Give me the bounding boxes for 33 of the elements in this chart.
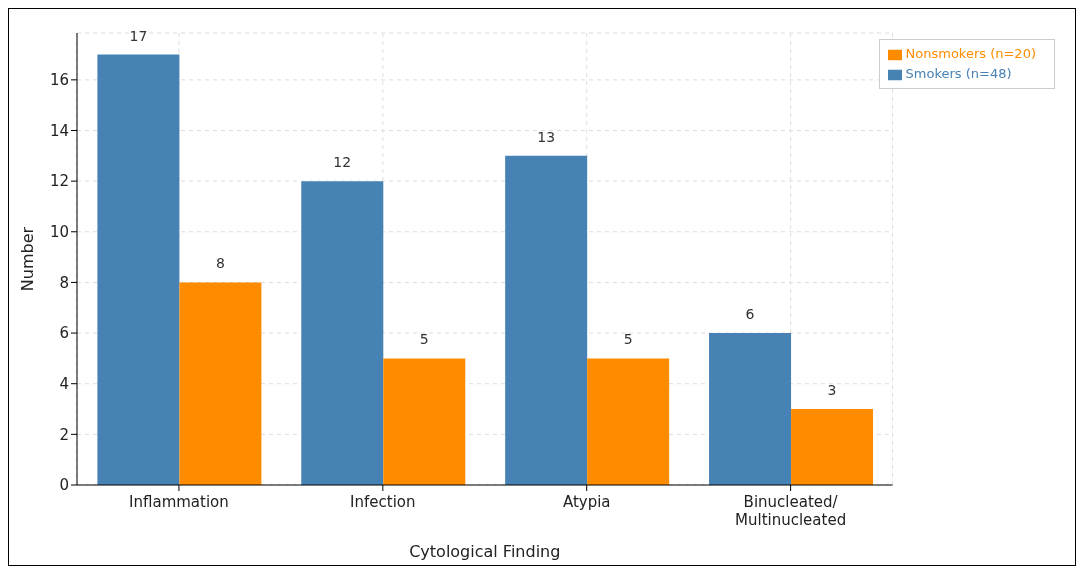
y-tick-label: 16 [49,71,69,90]
data-label: 13 [537,128,556,145]
data-label: 6 [745,306,755,323]
bar [505,155,588,485]
y-tick-label: 4 [59,375,69,394]
data-label: 17 [129,27,148,44]
y-tick-label: 2 [59,425,69,444]
data-label: 12 [333,154,352,171]
y-tick-label: 0 [59,476,69,495]
bar [179,282,262,485]
x-axis-title: Cytological Finding [409,542,561,561]
y-tick-label: 8 [59,273,69,292]
bar [791,409,874,485]
y-tick-label: 10 [49,223,69,242]
legend-label: Nonsmokers (n=20) [905,46,1036,61]
data-label: 3 [827,382,837,399]
x-tick-label: Infection [350,493,416,511]
legend-label: Smokers (n=48) [905,66,1012,81]
bar [301,181,384,485]
x-tick-label: Inflammation [129,493,229,511]
y-axis-title: Number [17,226,37,292]
data-label: 5 [623,331,633,348]
data-label: 5 [419,331,429,348]
data-label: 8 [215,255,225,272]
bar [97,54,180,485]
bar [383,358,466,485]
bar [709,333,792,485]
bar [587,358,670,485]
y-tick-label: 12 [49,172,69,191]
y-tick-label: 14 [49,121,69,140]
y-tick-label: 6 [59,324,69,343]
x-tick-label: Atypia [562,493,611,511]
x-tick-label: Binucleated/ Multinucleated [735,493,847,529]
